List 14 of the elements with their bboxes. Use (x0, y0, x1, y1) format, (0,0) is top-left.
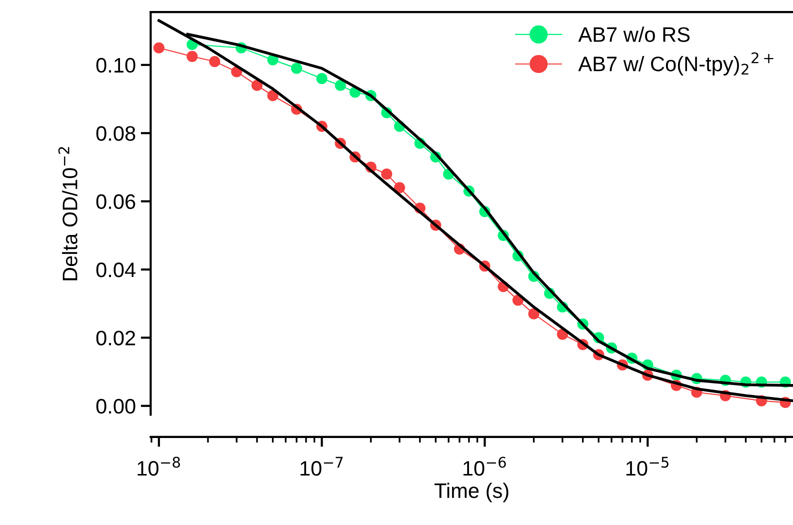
legend-label: AB7 w/ Co(N-tpy)$_{2}$$^{2+}$ (578, 52, 774, 76)
y-tick-label: 0.04 (96, 262, 136, 278)
x-tick-label: 10$^{−8}$ (138, 456, 180, 476)
y-tick-label: 0.08 (96, 126, 136, 141)
y-axis-title: Delta OD/10$^{−2}$ (58, 147, 78, 280)
x-axis-title: Time (s) (434, 482, 508, 502)
y-tick-label: 0.00 (96, 398, 136, 414)
legend-label: AB7 w/o RS (578, 26, 690, 42)
y-tick-label: 0.02 (96, 330, 136, 346)
x-tick-label: 10$^{−5}$ (626, 456, 668, 476)
x-tick-label: 10$^{−6}$ (464, 456, 506, 476)
x-tick-label: 10$^{−7}$ (300, 456, 343, 476)
y-tick-label: 0.10 (96, 58, 136, 73)
y-tick-label: 0.06 (96, 194, 136, 210)
